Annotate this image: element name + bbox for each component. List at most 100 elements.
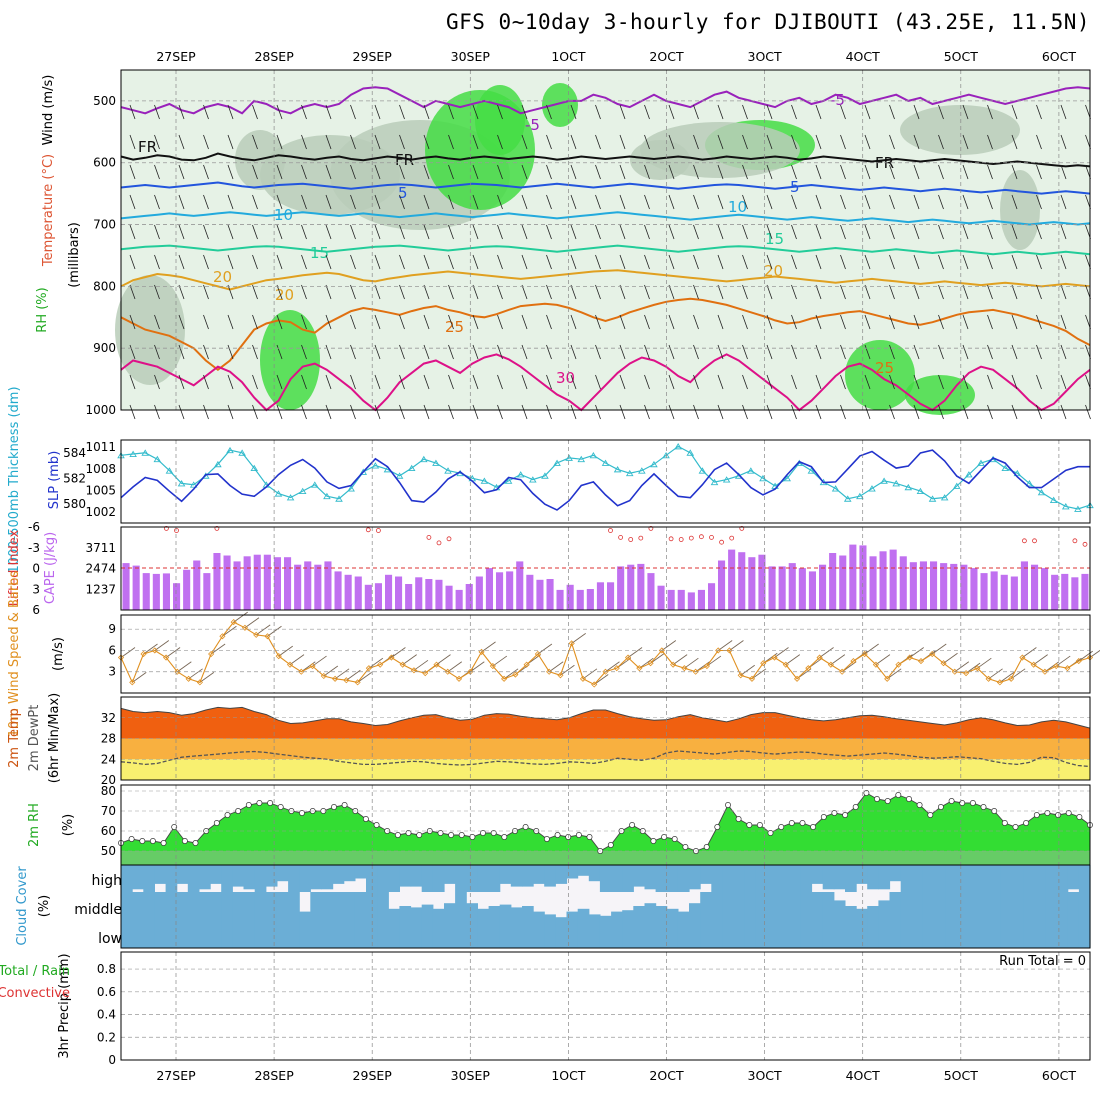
cloud-high-bar [466, 865, 478, 892]
rh2m-point [746, 822, 753, 828]
wind10-barb [368, 657, 384, 669]
thickness-point [165, 467, 174, 474]
cloud-low-bar [856, 920, 868, 948]
rh2m-point [299, 810, 305, 816]
wind-barb [472, 164, 479, 180]
cloud-low-bar [700, 920, 712, 948]
wind-barb [815, 134, 822, 150]
cloud-middle-bar [722, 892, 735, 920]
wind-barb [325, 284, 332, 300]
wind-barb [693, 194, 699, 210]
wind-barb [619, 314, 626, 330]
wind-barb [1011, 284, 1018, 300]
thickness-point [311, 481, 319, 488]
isotherm-label: 25 [875, 359, 894, 377]
rh2m-point [448, 832, 455, 838]
wind-barb [1011, 194, 1018, 210]
wind-barb [570, 134, 577, 150]
cloud-middle-bar [232, 892, 245, 920]
wind-barb [203, 134, 209, 150]
cloud-high-bar [221, 865, 233, 892]
wind-barb [815, 224, 822, 240]
wind-barb [521, 134, 528, 150]
wind-barb [717, 194, 724, 210]
cloud-low-bar [934, 920, 946, 948]
wind-barb [815, 254, 822, 270]
wind10-point [230, 619, 237, 626]
wind-barb [374, 224, 381, 240]
cape-bar [1041, 568, 1049, 610]
wind10-barb [244, 617, 260, 629]
wind-barb [644, 374, 650, 390]
rh2m-point [1055, 812, 1062, 818]
wind10-point [320, 672, 327, 680]
wind-barb [497, 224, 503, 240]
wind-barb [913, 374, 920, 390]
cloud-high-bar [666, 865, 679, 892]
wind-barb [938, 344, 944, 360]
cape-bar [183, 569, 191, 610]
wind-barb [227, 404, 234, 420]
wind-barb [423, 104, 430, 120]
thickness-point [541, 472, 549, 479]
wind-barb [766, 164, 773, 180]
cloud-middle-bar [700, 892, 712, 920]
cloud-middle-bar [978, 892, 991, 920]
wind-barb [325, 404, 332, 420]
cape-bar [243, 556, 251, 610]
wind-barb [1060, 254, 1067, 270]
wind-barb [766, 314, 773, 330]
wind-barb [423, 164, 430, 180]
cloud-middle-bar [154, 892, 167, 920]
cape-bar [849, 544, 857, 610]
wind-barb [497, 344, 503, 360]
cape-bar [304, 561, 312, 610]
wind-barb [521, 284, 528, 300]
wind-barb [791, 404, 797, 420]
wind-barb [350, 404, 356, 420]
cape-bar [526, 574, 534, 610]
wind10-point [523, 661, 530, 668]
wind-barb [938, 134, 944, 150]
cloud-middle-bar [176, 892, 189, 920]
wind-barb [1036, 164, 1042, 180]
cloud-high-bar [1023, 865, 1035, 892]
wind-barb [1011, 224, 1018, 240]
cloud-high-bar [187, 865, 200, 892]
wind-barb [472, 224, 479, 240]
cloud-low-bar [633, 920, 645, 948]
wind10-point [365, 665, 372, 672]
wind-barb [301, 344, 307, 360]
wind-barb [203, 284, 209, 300]
wind-barb [203, 164, 209, 180]
wind10-barb [267, 625, 282, 637]
cloud-low-bar [945, 920, 957, 948]
lifted-index-point [729, 535, 735, 541]
wind10-point [658, 647, 665, 654]
cloud-low-bar [455, 920, 467, 948]
cloud-high-bar [956, 865, 968, 892]
cape-bar [233, 561, 241, 610]
wind-barb [448, 314, 454, 330]
wind10-point [760, 660, 767, 667]
wind-barb [350, 284, 356, 300]
wind10-barb [729, 640, 744, 651]
wind-barb [1011, 164, 1018, 180]
cloud-high-bar [499, 865, 512, 884]
cloud-low-bar [187, 920, 200, 948]
cloud-low-bar [733, 920, 746, 948]
wind-barb [276, 404, 283, 420]
cloud-low-bar [533, 920, 545, 948]
cloud-high-bar [566, 865, 579, 879]
cape-bar [193, 560, 201, 610]
cape-bar [687, 592, 695, 610]
cloud-high-bar [121, 865, 133, 892]
wind-barb [325, 134, 332, 150]
wind-barb [399, 314, 405, 330]
wind-barb [570, 404, 577, 420]
thickness-point [407, 464, 416, 472]
wind-barb [766, 134, 773, 150]
wind-barb [203, 314, 209, 330]
wind-barb [938, 374, 944, 390]
isotherm-label: 20 [275, 286, 294, 304]
